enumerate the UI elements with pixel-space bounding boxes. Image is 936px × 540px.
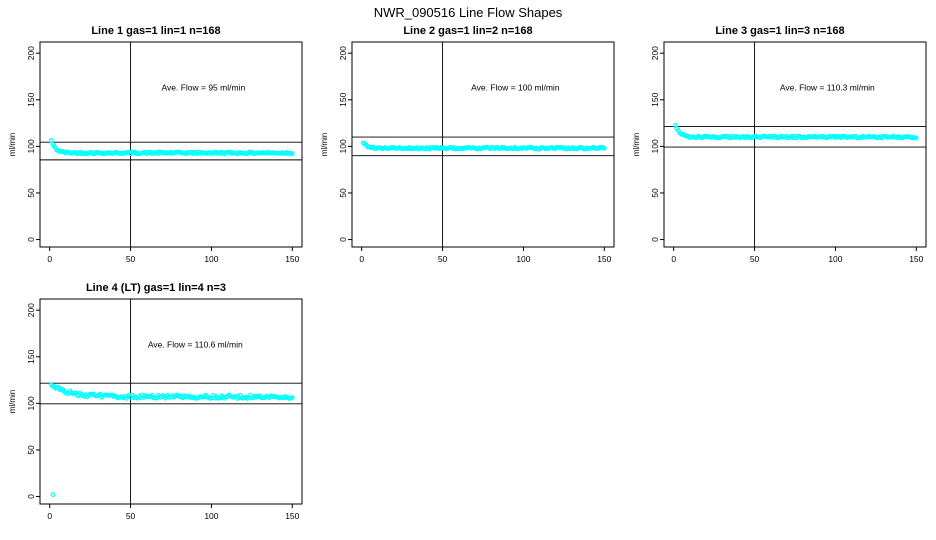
y-tick-label: 200 xyxy=(26,46,36,60)
data-point xyxy=(601,145,607,151)
x-tick-label: 0 xyxy=(47,254,52,264)
y-tick-label: 0 xyxy=(26,237,36,242)
data-point xyxy=(289,151,295,157)
y-tick-label: 200 xyxy=(650,46,660,60)
y-axis-label: ml/min xyxy=(8,390,17,414)
panel-title-line3: Line 3 gas=1 lin=3 n=168 xyxy=(715,25,845,37)
y-tick-label: 0 xyxy=(650,237,660,242)
empty-cell xyxy=(624,279,936,536)
data-point xyxy=(913,135,919,141)
plot-area-line3: 0 50 100 150 0 50 100 150 200 ml/min Ave. Flow = 1… xyxy=(632,41,927,264)
plot-panel-line4: Line 4 (LT) gas=1 lin=4 n=3 0 50 100 150 0 50… xyxy=(0,279,312,536)
y-tick-label: 100 xyxy=(26,396,36,410)
panel-title-line4: Line 4 (LT) gas=1 lin=4 n=3 xyxy=(85,282,227,294)
y-axis-label: ml/min xyxy=(632,133,641,157)
y-axis-label: ml/min xyxy=(8,133,17,157)
panel-title-line2: Line 2 gas=1 lin=2 n=168 xyxy=(403,25,533,37)
y-tick-label: 0 xyxy=(338,237,348,242)
y-tick-label: 200 xyxy=(26,303,36,317)
y-tick-label: 100 xyxy=(26,139,36,153)
x-tick-label: 150 xyxy=(597,254,611,264)
plot-box xyxy=(351,41,615,248)
y-axis-label: ml/min xyxy=(320,133,329,157)
y-tick-label: 100 xyxy=(338,139,348,153)
ave-flow-annotation: Ave. Flow = 100 ml/min xyxy=(471,82,560,92)
x-tick-label: 150 xyxy=(285,254,299,264)
x-tick-label: 0 xyxy=(47,511,52,521)
outlier-point xyxy=(50,492,56,498)
y-tick-label: 50 xyxy=(26,188,36,198)
data-point xyxy=(48,138,54,143)
x-tick-label: 50 xyxy=(438,254,448,264)
ave-flow-annotation: Ave. Flow = 110.3 ml/min xyxy=(780,82,875,92)
y-tick-label: 150 xyxy=(338,92,348,106)
plot-area-line1: 0 50 100 150 0 50 100 150 200 ml/min Ave. Flow = 9… xyxy=(8,41,303,264)
ave-flow-annotation: Ave. Flow = 95 ml/min xyxy=(161,82,245,92)
ave-flow-annotation: Ave. Flow = 110.6 ml/min xyxy=(148,339,243,349)
plot-area-line2: 0 50 100 150 0 50 100 150 200 ml/min Ave. Flow = 1… xyxy=(320,41,615,264)
y-tick-label: 200 xyxy=(338,46,348,60)
x-tick-label: 50 xyxy=(750,254,760,264)
x-tick-label: 50 xyxy=(126,511,136,521)
x-tick-label: 150 xyxy=(285,511,299,521)
plot-panel-line2: Line 2 gas=1 lin=2 n=168 0 50 100 150 0 50 100… xyxy=(312,22,624,279)
x-tick-label: 100 xyxy=(516,254,530,264)
x-tick-label: 0 xyxy=(671,254,676,264)
x-tick-label: 100 xyxy=(204,511,218,521)
panel-title-line1: Line 1 gas=1 lin=1 n=168 xyxy=(91,25,221,37)
x-tick-label: 150 xyxy=(909,254,923,264)
empty-cell xyxy=(312,279,624,536)
plot-box xyxy=(39,41,303,248)
plot-area-line4: 0 50 100 150 0 50 100 150 200 ml/min Ave. Flow = 1… xyxy=(8,298,303,521)
panel-grid: Line 1 gas=1 lin=1 n=168 0 50 100 150 0 50 100… xyxy=(0,22,936,536)
x-tick-label: 0 xyxy=(359,254,364,264)
plot-panel-line3: Line 3 gas=1 lin=3 n=168 0 50 100 150 0 50 100… xyxy=(624,22,936,279)
figure-title: NWR_090516 Line Flow Shapes xyxy=(373,5,563,20)
y-tick-label: 100 xyxy=(650,139,660,153)
plot-panel-line1: Line 1 gas=1 lin=1 n=168 0 50 100 150 0 50 100… xyxy=(0,22,312,279)
y-tick-label: 0 xyxy=(26,494,36,499)
x-tick-label: 100 xyxy=(828,254,842,264)
plot-box xyxy=(39,298,303,505)
y-tick-label: 50 xyxy=(650,188,660,198)
y-tick-label: 150 xyxy=(650,92,660,106)
y-tick-label: 150 xyxy=(26,92,36,106)
plot-box xyxy=(663,41,927,248)
y-tick-label: 50 xyxy=(338,188,348,198)
y-tick-label: 150 xyxy=(26,349,36,363)
x-tick-label: 50 xyxy=(126,254,136,264)
y-tick-label: 50 xyxy=(26,445,36,455)
x-tick-label: 100 xyxy=(204,254,218,264)
data-point xyxy=(289,395,295,400)
